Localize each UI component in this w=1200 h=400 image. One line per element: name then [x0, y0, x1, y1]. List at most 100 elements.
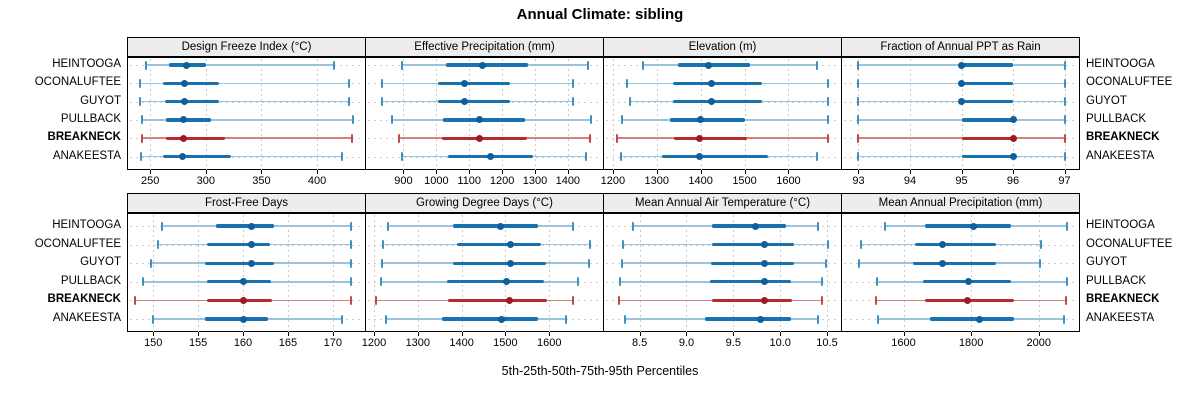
- site-label-left: HEINTOOGA: [52, 58, 121, 70]
- gridline-vertical: [417, 215, 419, 332]
- percentile-25-75-bar: [207, 298, 272, 303]
- median-dot: [760, 241, 768, 249]
- percentile-95-cap: [1039, 258, 1042, 268]
- percentile-95-cap: [350, 133, 353, 143]
- site-label-left: ANAKEESTA: [52, 312, 121, 324]
- percentile-25-75-bar: [165, 136, 225, 140]
- percentile-25-75-bar: [456, 242, 542, 247]
- percentile-5-cap: [375, 295, 378, 305]
- median-dot: [496, 222, 504, 230]
- percentile-5-cap: [149, 258, 152, 268]
- gridline-vertical: [686, 215, 688, 332]
- gridline-vertical: [505, 215, 507, 332]
- gridline-vertical: [858, 59, 860, 170]
- gridline-vertical: [733, 215, 735, 332]
- gridline-vertical: [1064, 59, 1066, 170]
- gridline-vertical: [788, 59, 790, 170]
- median-dot: [938, 241, 946, 249]
- axis-tick-label: 1500: [493, 337, 518, 349]
- percentile-95-cap: [349, 277, 352, 287]
- axis-tick-label: 1800: [958, 337, 984, 349]
- axis-tick-label: 8.5: [632, 337, 648, 349]
- percentile-5-cap: [859, 240, 862, 250]
- percentile-25-75-bar: [207, 242, 270, 247]
- panel-strip-title: Elevation (m): [688, 41, 757, 53]
- median-dot: [487, 153, 495, 160]
- median-dot: [752, 222, 760, 230]
- site-label-left: BREAKNECK: [47, 293, 121, 306]
- gridline-vertical: [909, 59, 911, 170]
- gridline-vertical: [374, 215, 375, 332]
- site-label-right: GUYOT: [1086, 94, 1127, 107]
- median-dot: [475, 116, 483, 124]
- axis-tick-label: 1600: [891, 337, 916, 349]
- axis-tick-label: 1400: [688, 175, 713, 187]
- gridline-vertical: [700, 59, 702, 170]
- median-dot: [460, 79, 468, 87]
- axis-tick-label: 9.5: [725, 337, 741, 349]
- axis-tick-label: 400: [307, 175, 327, 187]
- median-dot: [181, 98, 189, 106]
- median-dot: [497, 315, 505, 323]
- panel: 1600 1800 2000: [841, 213, 1080, 349]
- percentile-25-75-bar: [705, 317, 792, 321]
- gridline-vertical: [827, 215, 828, 332]
- percentile-25-75-bar: [205, 317, 269, 321]
- axis-tick: [971, 332, 973, 336]
- gridline-vertical: [403, 59, 405, 170]
- percentile-25-75-bar: [674, 136, 747, 140]
- median-dot: [478, 61, 486, 69]
- percentile-95-cap: [825, 258, 828, 268]
- median-dot: [696, 153, 704, 160]
- percentile-95-cap: [584, 152, 587, 161]
- panel-strip-title: Design Freeze Index (°C): [181, 41, 312, 53]
- axis-tick-label: 1500: [732, 175, 757, 187]
- site-label-right: BREAKNECK: [1086, 293, 1160, 306]
- percentile-5-cap: [387, 221, 390, 231]
- axis-tick-label: 1300: [405, 337, 431, 349]
- percentile-95-cap: [349, 295, 352, 305]
- panel-strip: Mean Annual Precipitation (mm): [841, 193, 1080, 213]
- axis-tick: [150, 170, 152, 174]
- site-label-left: OCONALUFTEE: [34, 76, 121, 89]
- percentile-95-cap: [826, 78, 829, 88]
- percentile-5-95-line: [142, 119, 353, 121]
- panel-strip: Elevation (m): [603, 37, 842, 57]
- panel-strip-title: Fraction of Annual PPT as Rain: [880, 41, 1041, 53]
- axis-tick: [858, 170, 860, 174]
- axis-tick: [317, 170, 319, 174]
- gridline-vertical: [534, 59, 536, 170]
- panel: 900 1000 1100 1200 1300 1400: [365, 57, 604, 187]
- percentile-5-cap: [141, 133, 144, 143]
- axis-tick: [788, 170, 790, 174]
- gridline-vertical: [639, 215, 641, 332]
- median-dot: [180, 134, 188, 142]
- median-dot: [760, 278, 768, 286]
- gridline-vertical: [971, 215, 973, 332]
- percentile-5-cap: [629, 97, 632, 107]
- percentile-5-cap: [152, 314, 155, 324]
- percentile-25-75-bar: [961, 63, 1014, 67]
- median-dot: [964, 278, 972, 286]
- percentile-25-75-bar: [912, 261, 997, 265]
- median-dot: [938, 259, 946, 267]
- percentile-25-75-bar: [669, 118, 745, 122]
- median-dot: [697, 116, 705, 124]
- site-label-right: ANAKEESTA: [1086, 312, 1155, 324]
- percentile-25-75-bar: [164, 99, 220, 104]
- axis-tick-label: 96: [1006, 175, 1020, 187]
- percentile-5-cap: [857, 258, 860, 268]
- site-label-right: OCONALUFTEE: [1086, 76, 1173, 89]
- percentile-25-75-bar: [442, 136, 527, 140]
- percentile-5-cap: [620, 258, 623, 268]
- chart-title: Annual Climate: sibling: [516, 6, 684, 23]
- percentile-95-cap: [1063, 78, 1066, 88]
- percentile-95-cap: [589, 133, 592, 143]
- median-dot: [760, 296, 768, 304]
- percentile-5-95-line: [145, 64, 334, 66]
- percentile-95-cap: [1066, 221, 1069, 231]
- median-dot: [505, 296, 513, 304]
- axis-tick: [1038, 332, 1040, 336]
- panel-strip-title: Mean Annual Precipitation (mm): [878, 197, 1043, 209]
